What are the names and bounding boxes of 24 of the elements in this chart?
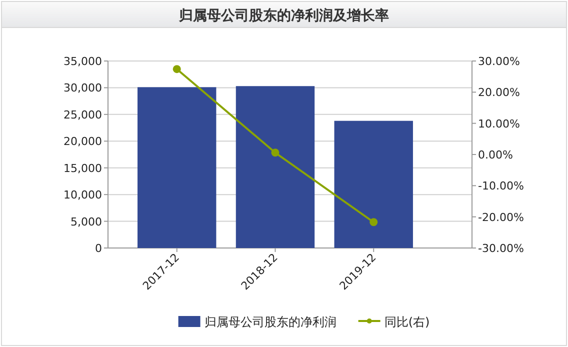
y-tick-label: 35,000 bbox=[64, 55, 102, 68]
y-tick-label: 10,000 bbox=[64, 188, 102, 202]
point bbox=[172, 65, 181, 74]
y2-tick-label: -10.00% bbox=[478, 180, 524, 193]
legend-label: 同比(右) bbox=[384, 315, 430, 329]
point bbox=[271, 148, 280, 157]
y-tick-label: 20,000 bbox=[64, 135, 102, 148]
y2-tick-label: -20.00% bbox=[478, 210, 524, 224]
y2-tick-label: -30.00% bbox=[478, 242, 524, 255]
y-tick-label: 5,000 bbox=[70, 215, 102, 228]
y-tick-label: 25,000 bbox=[64, 108, 102, 122]
legend-label: 归属母公司股东的净利润 bbox=[204, 315, 336, 329]
y-tick-label: 15,000 bbox=[64, 162, 102, 175]
point bbox=[370, 218, 378, 226]
y2-tick-label: 0.00% bbox=[478, 148, 513, 162]
bar bbox=[334, 120, 413, 248]
y2-tick-label: 30.00% bbox=[478, 55, 520, 68]
y2-tick-label: 10.00% bbox=[478, 117, 520, 130]
y2-tick-label: 20.00% bbox=[478, 86, 520, 100]
bar bbox=[138, 87, 216, 248]
y-tick-label: 30,000 bbox=[64, 82, 102, 95]
bar bbox=[236, 86, 315, 248]
y-tick-label: 0 bbox=[95, 242, 102, 255]
chart-title: 归属母公司股东的净利润及增长率 bbox=[178, 7, 389, 24]
